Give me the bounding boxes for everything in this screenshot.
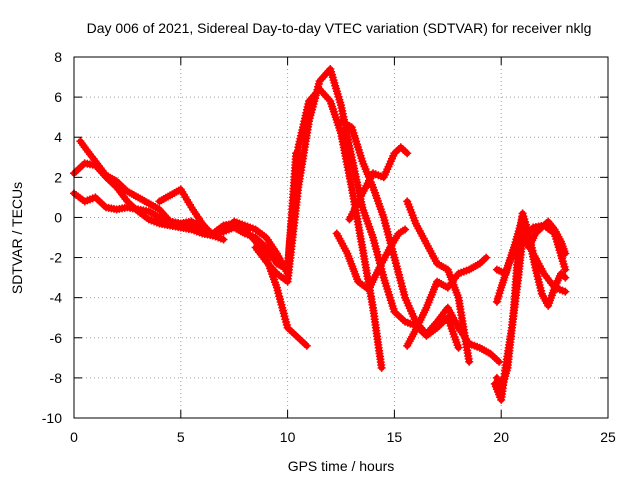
series-markers [403,197,474,366]
y-tick-label: 0 [54,209,62,225]
y-axis-label: SDTVAR / TECUs [9,182,25,294]
y-tick-label: -2 [50,250,63,266]
x-tick-label: 20 [493,429,509,445]
y-tick-label: -4 [50,290,63,306]
series-arc-8 [345,143,412,224]
series-markers [155,185,228,244]
y-tick-label: 4 [54,129,62,145]
x-axis-label: GPS time / hours [288,458,395,474]
x-tick-label: 10 [280,429,296,445]
plot-frame [73,56,609,419]
series-markers [332,225,410,294]
chart-series-group [70,65,570,404]
series-arc-10 [403,197,474,366]
x-tick-label: 25 [600,429,616,445]
chart-axes: 0 5 10 15 20 25 -10 -8 -6 -4 -2 0 2 4 6 8 [42,49,616,445]
chart-title: Day 006 of 2021, Sidereal Day-to-day VTE… [87,20,592,36]
series-arc-14 [492,213,570,278]
x-tick-label: 0 [70,429,78,445]
series-markers [492,213,570,278]
y-tick-label: -6 [50,330,63,346]
series-arc-7 [332,225,410,294]
x-tick-label: 15 [387,429,403,445]
y-tick-label: 6 [54,89,62,105]
x-tick-label: 5 [177,429,185,445]
y-tick-label: 2 [54,169,62,185]
y-tick-label: -8 [50,370,63,386]
series-arc-4 [155,185,228,244]
y-tick-label: -10 [42,410,62,426]
y-tick-label: 8 [54,49,62,65]
series-markers [345,143,412,224]
